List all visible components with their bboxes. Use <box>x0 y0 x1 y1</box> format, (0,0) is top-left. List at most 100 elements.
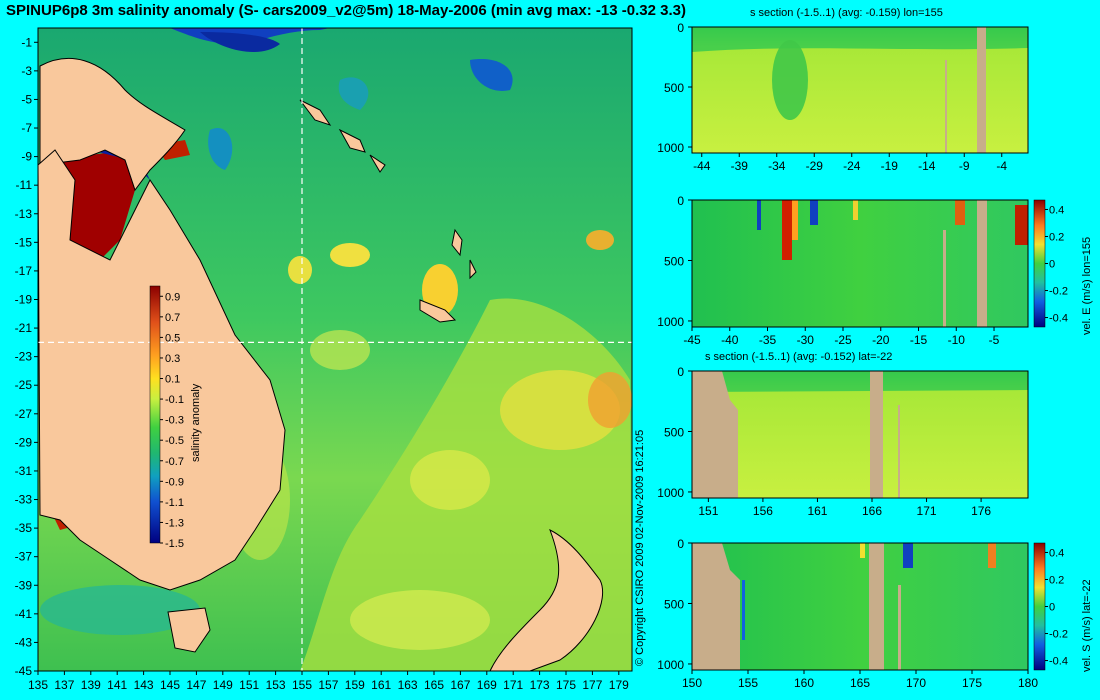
s-section-lon-x-tick-label: -19 <box>881 159 899 173</box>
map-y-tick-label: -15 <box>15 235 33 249</box>
map-y-tick-label: -31 <box>15 464 33 478</box>
map-colorbar-tick-label: 0.7 <box>165 312 180 324</box>
s-section-lat-ticks: 151 156 161 166 171 176 0 500 1000 <box>657 365 991 518</box>
vel-e-ticks: -45 -40 -35 -30 -25 -20 -15 -10 -5 0 500 1000 0.4 0.2… <box>657 194 1068 347</box>
map-y-tick-label: -3 <box>21 64 32 78</box>
map-ticks: 135 137 139 141 143 145 147 149 151 153 155 157 159 1… <box>15 35 629 692</box>
map-x-tick-label: 165 <box>424 678 444 692</box>
map-colorbar-tick-label: -0.1 <box>165 394 184 406</box>
vel-e-colorbar-tick-label: -0.2 <box>1049 286 1068 298</box>
vel-e-y-tick-label: 0 <box>677 194 684 208</box>
land-solomon-islands <box>299 99 386 173</box>
map-colorbar-label: salinity anomaly <box>190 383 202 462</box>
map-y-tick-label: -39 <box>15 578 33 592</box>
land-new-zealand <box>489 528 604 672</box>
s-section-lon-y-tick-label: 0 <box>677 21 684 35</box>
vel-s-panel: 150 155 160 165 170 175 180 0 500 1000 0.4 0.2 0 -0.2… <box>657 537 1068 690</box>
map-y-tick-label: -11 <box>16 178 33 192</box>
vel-e-x-tick-label: -10 <box>948 333 966 347</box>
s-section-lat-x-tick-label: 161 <box>807 504 827 518</box>
vel-e-x-tick-label: -5 <box>989 333 1000 347</box>
s-section-lon-y-tick-label: 500 <box>664 81 684 95</box>
vel-e-x-tick-label: -30 <box>797 333 815 347</box>
map-x-tick-label: 169 <box>477 678 497 692</box>
s-section-lat-x-tick-label: 176 <box>971 504 991 518</box>
map-anomaly-patches <box>40 28 632 671</box>
map-y-tick-label: -41 <box>15 607 33 621</box>
vel-e-colorbar-tick-label: 0.2 <box>1049 231 1064 243</box>
vel-s-y-tick-label: 500 <box>664 597 684 611</box>
map-y-tick-label: -45 <box>15 664 33 678</box>
map-y-tick-label: -13 <box>15 207 33 221</box>
map-x-tick-label: 173 <box>530 678 550 692</box>
vel-s-y-tick-label: 0 <box>677 537 684 551</box>
map-x-tick-label: 139 <box>81 678 101 692</box>
map-land <box>37 58 604 672</box>
map-frame <box>37 27 633 672</box>
vel-s-x-tick-label: 175 <box>962 676 982 690</box>
vel-s-x-tick-label: 155 <box>738 676 758 690</box>
vel-e-y-tick-label: 1000 <box>657 315 684 329</box>
s-section-lon-x-tick-label: -39 <box>731 159 749 173</box>
map-y-tick-label: -37 <box>15 550 33 564</box>
vel-e-x-tick-label: -25 <box>834 333 852 347</box>
vel-s-y-tick-label: 1000 <box>657 658 684 672</box>
s-section-lon-x-tick-label: -44 <box>693 159 711 173</box>
map-colorbar-tick-label: 0.5 <box>165 332 180 344</box>
s-section-lat-x-tick-label: 156 <box>753 504 773 518</box>
map-colorbar-tick-label: -0.5 <box>165 435 184 447</box>
s-section-lat-y-tick-label: 500 <box>664 425 684 439</box>
map-y-tick-label: -21 <box>15 321 33 335</box>
vel-e-x-tick-label: -20 <box>872 333 890 347</box>
map-colorbar-tick-label: -1.1 <box>165 497 184 509</box>
vel-e-colorbar-label: vel. E (m/s) lon=155 <box>1081 236 1093 335</box>
map-y-tick-label: -29 <box>15 435 33 449</box>
vel-s-colorbar-tick-label: 0 <box>1049 602 1055 614</box>
map-colorbar-tick-label: -1.3 <box>165 517 184 529</box>
map-colorbar-ticks: 0.9 0.7 0.5 0.3 0.1 -0.1 -0.3 -0.5 -0.7 -0.9 -1.1 -… <box>160 291 184 550</box>
map-colorbar-tick-label: -1.5 <box>165 538 184 550</box>
vel-e-panel: -45 -40 -35 -30 -25 -20 -15 -10 -5 0 500 1000 0.4 0.2… <box>657 194 1068 347</box>
vel-e-colorbar-tick-label: 0.4 <box>1049 204 1064 216</box>
s-section-lat-field <box>692 371 1028 498</box>
map-colorbar <box>149 285 161 544</box>
land-vanuatu <box>451 228 477 280</box>
s-section-lon-x-tick-label: -29 <box>806 159 824 173</box>
vel-s-field <box>692 543 1028 670</box>
map-y-tick-label: -5 <box>21 92 32 106</box>
map-y-tick-label: -1 <box>21 35 32 49</box>
vel-s-colorbar-tick-label: -0.2 <box>1049 629 1068 641</box>
map-y-tick-label: -43 <box>15 635 33 649</box>
vel-s-colorbar <box>1033 542 1046 671</box>
map-y-tick-label: -7 <box>21 121 32 135</box>
map-x-tick-label: 179 <box>609 678 629 692</box>
map-y-tick-label: -35 <box>15 521 33 535</box>
map-x-tick-label: 177 <box>582 678 602 692</box>
vel-e-x-tick-label: -15 <box>910 333 928 347</box>
s-section-lon-y-tick-label: 1000 <box>657 141 684 155</box>
s-section-lon-title: s section (-1.5..1) (avg: -0.159) lon=15… <box>750 7 943 19</box>
map-colorbar-tick-label: -0.3 <box>165 415 184 427</box>
vel-e-colorbar-tick-label: 0 <box>1049 259 1055 271</box>
map-x-tick-label: 143 <box>134 678 154 692</box>
map-colorbar-tick-label: 0.1 <box>165 374 180 386</box>
land-tasmania <box>167 607 211 653</box>
s-section-lat-panel: 151 156 161 166 171 176 0 500 1000 <box>657 365 1029 518</box>
map-y-tick-label: -23 <box>15 350 33 364</box>
vel-s-colorbar-label: vel. S (m/s) lat=-22 <box>1081 579 1093 672</box>
map-x-tick-label: 149 <box>213 678 233 692</box>
map-colorbar-tick-label: 0.9 <box>165 291 180 303</box>
copyright-text: © Copyright CSIRO 2009 02-Nov-2009 16:21… <box>634 429 646 666</box>
salinity-map-panel: 135 137 139 141 143 145 147 149 151 153 155 157 159 1… <box>15 27 633 692</box>
vel-e-colorbar <box>1033 199 1046 328</box>
map-x-tick-label: 157 <box>318 678 338 692</box>
vel-s-colorbar-tick-label: -0.4 <box>1049 656 1068 668</box>
vel-s-ticks: 150 155 160 165 170 175 180 0 500 1000 0.4 0.2 0 -0.2… <box>657 537 1068 690</box>
s-section-lat-x-tick-label: 171 <box>917 504 937 518</box>
map-colorbar-tick-label: -0.7 <box>165 456 184 468</box>
map-y-tick-label: -17 <box>15 264 33 278</box>
map-x-tick-label: 163 <box>398 678 418 692</box>
vel-e-x-tick-label: -40 <box>721 333 739 347</box>
map-x-tick-label: 151 <box>239 678 259 692</box>
s-section-lat-x-tick-label: 166 <box>862 504 882 518</box>
